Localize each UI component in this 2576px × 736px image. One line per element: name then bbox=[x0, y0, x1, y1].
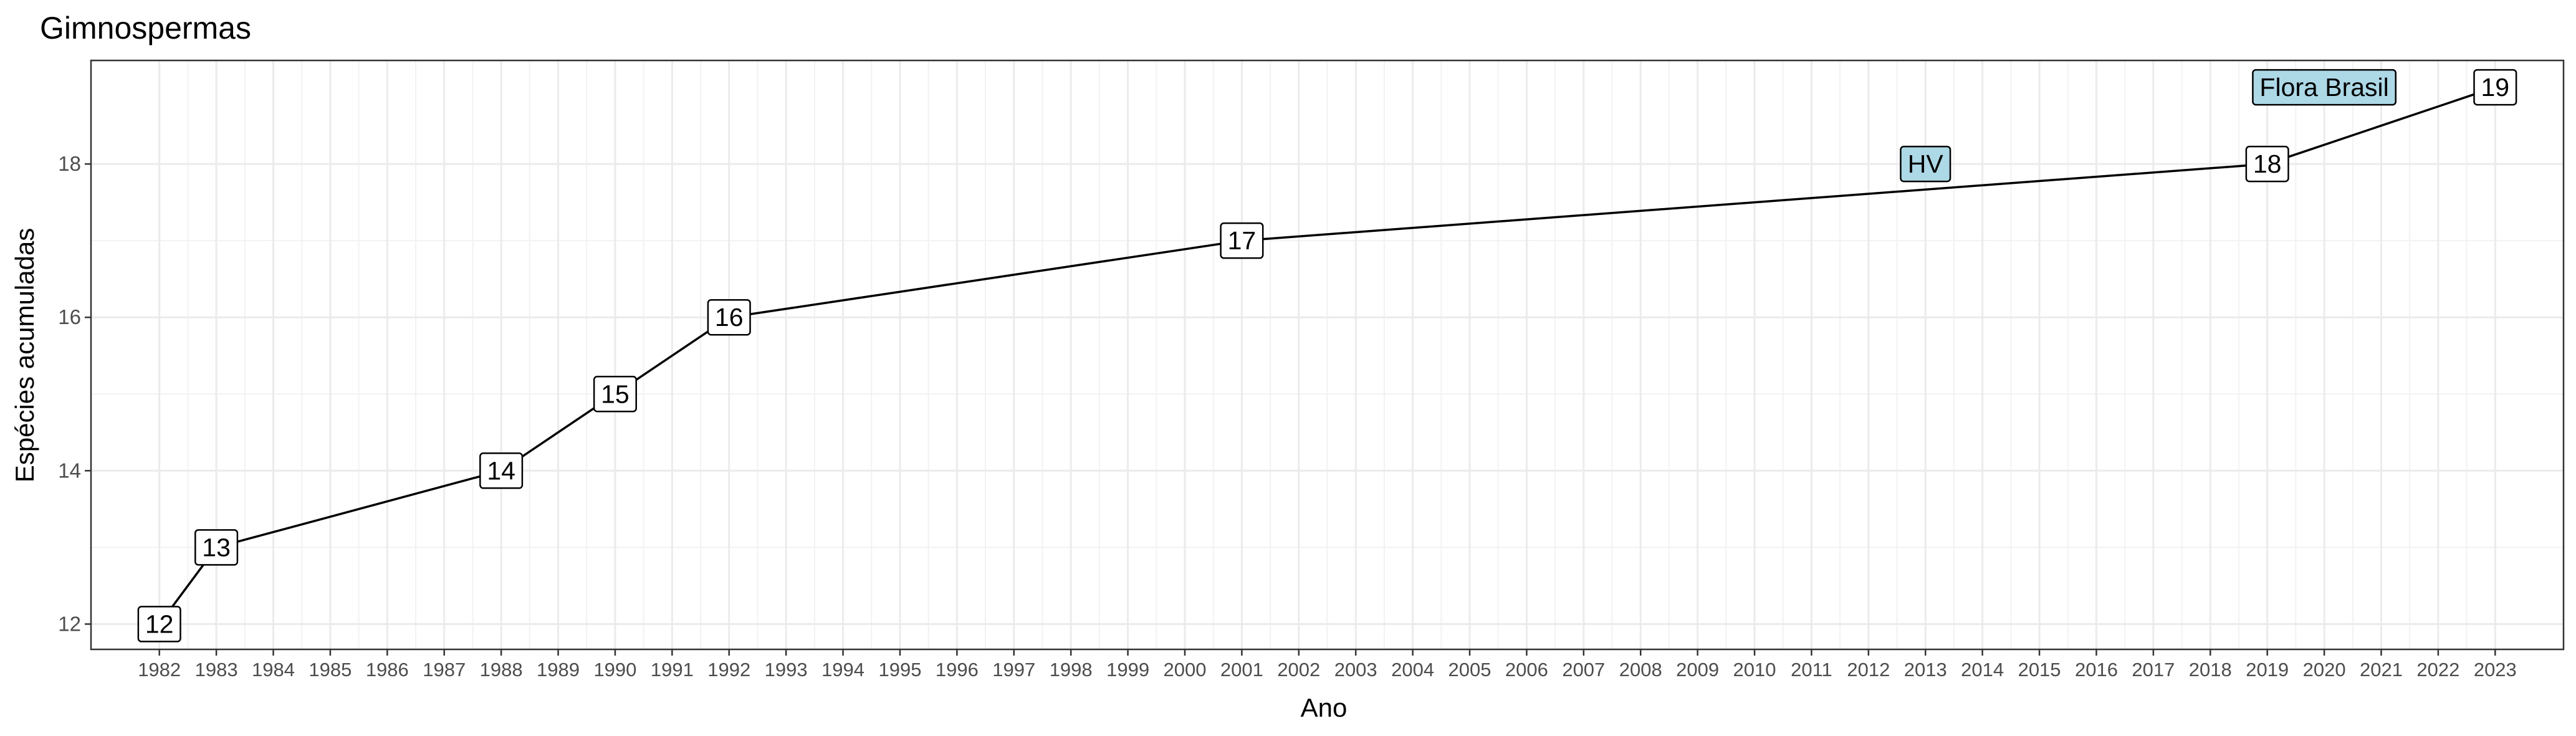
x-tick-label: 2003 bbox=[1334, 659, 1377, 681]
x-tick-label: 2017 bbox=[2132, 659, 2175, 681]
annotation-label-box bbox=[1900, 145, 1951, 183]
data-labels: 12 13 14 15 16 17 18 19 bbox=[137, 69, 2517, 643]
y-tick-label: 16 bbox=[58, 305, 81, 328]
x-tick-label: 1992 bbox=[707, 659, 750, 681]
series-line bbox=[158, 86, 2496, 625]
x-tick-label: 1983 bbox=[195, 659, 238, 681]
data-label: 16 bbox=[707, 299, 751, 336]
x-tick-label: 1986 bbox=[366, 659, 409, 681]
data-label-box bbox=[479, 452, 524, 489]
data-label: 18 bbox=[2245, 145, 2289, 183]
x-tick-label: 1994 bbox=[821, 659, 864, 681]
x-tick-label: 2018 bbox=[2189, 659, 2232, 681]
data-label: 17 bbox=[1220, 222, 1264, 259]
y-tick-label: 14 bbox=[58, 459, 81, 482]
x-tick-label: 2021 bbox=[2360, 659, 2403, 681]
data-label-text: 14 bbox=[487, 456, 515, 485]
x-tick-label: 2011 bbox=[1791, 659, 1832, 681]
data-label-box bbox=[593, 376, 637, 413]
series-polyline bbox=[158, 86, 2496, 625]
x-tick-label: 1989 bbox=[537, 659, 580, 681]
data-label-text: 17 bbox=[1228, 226, 1257, 255]
y-tick-label: 12 bbox=[58, 612, 81, 635]
x-tick-label: 2023 bbox=[2474, 659, 2517, 681]
data-label-text: 15 bbox=[601, 380, 630, 408]
annotation-label: Flora Brasil bbox=[2252, 69, 2397, 106]
x-tick-label: 2005 bbox=[1448, 659, 1491, 681]
grid-lines bbox=[91, 60, 2564, 649]
axis-ticks: 12 14 16 18 1982 1983 1984 1985 1986 1987 1988 1989… bbox=[58, 152, 2517, 681]
x-tick-label: 1982 bbox=[138, 659, 181, 681]
x-tick-label: 1999 bbox=[1106, 659, 1149, 681]
data-label-text: 18 bbox=[2253, 150, 2282, 178]
chart-title: Gimnospermas bbox=[40, 11, 251, 45]
x-tick-label: 2012 bbox=[1847, 659, 1890, 681]
data-label-text: 16 bbox=[715, 303, 744, 332]
annotation-label-text: HV bbox=[1908, 150, 1944, 178]
x-tick-label: 1998 bbox=[1050, 659, 1093, 681]
data-label: 15 bbox=[593, 376, 637, 413]
x-tick-label: 2001 bbox=[1220, 659, 1263, 681]
data-label-box bbox=[137, 606, 181, 643]
x-tick-label: 2015 bbox=[2018, 659, 2061, 681]
x-tick-label: 1995 bbox=[878, 659, 921, 681]
x-tick-label: 1984 bbox=[252, 659, 295, 681]
x-tick-label: 2019 bbox=[2246, 659, 2289, 681]
x-tick-label: 1990 bbox=[593, 659, 636, 681]
data-label-box bbox=[2473, 69, 2517, 106]
x-tick-label: 2022 bbox=[2416, 659, 2459, 681]
x-tick-label: 2014 bbox=[1961, 659, 2004, 681]
data-label: 19 bbox=[2473, 69, 2517, 106]
annotations: HV Flora Brasil bbox=[1900, 69, 2397, 183]
x-tick-label: 2007 bbox=[1562, 659, 1605, 681]
data-label-text: 13 bbox=[202, 533, 231, 562]
y-tick-label: 18 bbox=[58, 152, 81, 175]
data-label-text: 12 bbox=[145, 609, 174, 638]
x-tick-label: 1996 bbox=[936, 659, 979, 681]
x-tick-label: 2020 bbox=[2303, 659, 2346, 681]
y-axis-title: Espécies acumuladas bbox=[10, 228, 39, 483]
x-tick-label: 1988 bbox=[480, 659, 523, 681]
data-label-box bbox=[2245, 145, 2289, 183]
x-tick-label: 2009 bbox=[1676, 659, 1719, 681]
x-tick-label: 2008 bbox=[1619, 659, 1662, 681]
data-label-text: 19 bbox=[2481, 73, 2510, 102]
x-tick-label: 1997 bbox=[992, 659, 1035, 681]
plot-border bbox=[90, 59, 2565, 651]
data-label: 12 bbox=[137, 606, 181, 643]
x-axis-title: Ano bbox=[1301, 693, 1348, 722]
x-tick-label: 1985 bbox=[309, 659, 352, 681]
x-tick-label: 1993 bbox=[765, 659, 808, 681]
data-label-box bbox=[194, 529, 239, 566]
x-tick-label: 2016 bbox=[2075, 659, 2118, 681]
x-tick-label: 2000 bbox=[1164, 659, 1207, 681]
annotation-label-text: Flora Brasil bbox=[2259, 73, 2388, 102]
data-label-box bbox=[707, 299, 751, 336]
x-tick-label: 1987 bbox=[423, 659, 466, 681]
data-label-box bbox=[1220, 222, 1264, 259]
x-tick-label: 2006 bbox=[1505, 659, 1548, 681]
x-tick-label: 2002 bbox=[1277, 659, 1320, 681]
annotation-label-box bbox=[2252, 69, 2397, 106]
x-tick-label: 2004 bbox=[1391, 659, 1434, 681]
annotation-label: HV bbox=[1900, 145, 1951, 183]
data-label: 13 bbox=[194, 529, 239, 566]
data-label: 14 bbox=[479, 452, 524, 489]
x-tick-label: 2010 bbox=[1733, 659, 1776, 681]
x-tick-label: 1991 bbox=[651, 659, 694, 681]
x-tick-label: 2013 bbox=[1904, 659, 1947, 681]
